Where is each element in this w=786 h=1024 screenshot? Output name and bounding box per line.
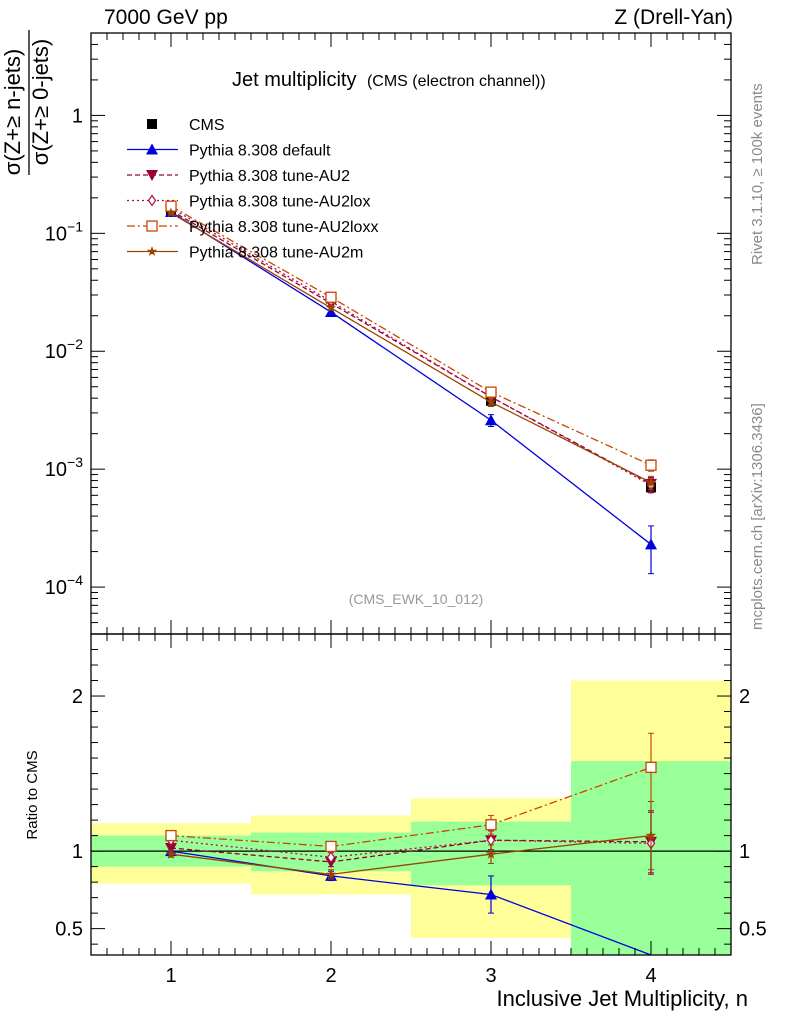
ratio-panel-series [91, 732, 731, 955]
data-point [165, 207, 177, 218]
chart-title: Jet multiplicity (CMS (electron channel)… [232, 69, 546, 91]
ratio-y-tick-label: 1 [739, 841, 750, 863]
ratio-data-point [645, 830, 657, 840]
data-point [325, 302, 337, 313]
legend-item-pythia-8-308-tune-au2loxx: Pythia 8.308 tune-AU2loxx [127, 219, 378, 236]
ratio-y-tick-label: 1 [72, 841, 83, 863]
data-point [485, 396, 497, 407]
y-tick-label: 1 [72, 105, 83, 127]
ratio-data-point [165, 843, 177, 854]
legend-label: CMS [189, 117, 225, 134]
ratio-data-point [485, 819, 497, 831]
series-line [170, 209, 652, 485]
data-point [485, 386, 497, 398]
legend-marker [146, 170, 158, 181]
y-tick-label-exponent: −2 [67, 336, 83, 352]
ratio-data-point [326, 851, 336, 864]
data-point [645, 538, 657, 550]
data-point [325, 306, 337, 318]
ratio-series-line [170, 834, 652, 876]
ratio-series-line [170, 850, 652, 955]
ratio-y-axis-label: Ratio to CMS [24, 750, 41, 839]
ratio-data-point [165, 829, 177, 842]
legend-label: Pythia 8.308 tune-AU2lox [189, 194, 370, 211]
ratio-data-point [485, 848, 497, 859]
x-ticks: 1 2 3 4 [90, 33, 732, 987]
ratio-series-line [170, 766, 652, 848]
ratio-series-line [170, 839, 652, 858]
x-tick-label: 2 [325, 965, 336, 987]
uncertainty-bands [91, 680, 731, 955]
y-tick-label-exponent: −3 [67, 454, 83, 470]
legend-marker [147, 194, 157, 207]
series-line [170, 212, 652, 484]
legend-label: Pythia 8.308 tune-AU2 [189, 168, 350, 185]
y-tick-label-base: 10 [45, 341, 67, 363]
data-point [485, 414, 497, 426]
y-tick-label-base: 10 [45, 577, 67, 599]
legend-item-pythia-8-308-default: Pythia 8.308 default [127, 143, 331, 160]
legend-item-pythia-8-308-tune-au2m: Pythia 8.308 tune-AU2m [127, 245, 363, 262]
legend-marker [146, 220, 158, 232]
legend-label: Pythia 8.308 tune-AU2loxx [189, 219, 378, 236]
analysis-watermark: (CMS_EWK_10_012) [349, 591, 484, 607]
ratio-series-pythia-8-308-tune-au2m [165, 800, 657, 880]
legend-label: Pythia 8.308 tune-AU2m [189, 245, 363, 262]
y-tick-label: 10−4 [45, 572, 83, 599]
x-tick-label: 1 [165, 965, 176, 987]
series-pythia-8-308-tune-au2loxx [165, 200, 657, 472]
ratio-y-tick-label: 2 [739, 686, 750, 708]
data-point [325, 291, 337, 303]
main-plot-frame [90, 32, 732, 635]
legend: CMS Pythia 8.308 default Pythia 8.308 tune… [127, 117, 378, 262]
ratio-y-tick-label: 2 [72, 686, 83, 708]
ratio-data-point [485, 888, 497, 900]
main-panel-series [165, 200, 657, 575]
data-point [645, 477, 657, 487]
y-tick-label-exponent: −4 [67, 572, 83, 588]
y-tick-label-base: 10 [45, 459, 67, 481]
y-tick-label: 10−2 [45, 336, 83, 363]
ratio-y-tick-label: 0.5 [739, 919, 767, 941]
ratio-data-point [325, 868, 337, 879]
legend-item-cms: CMS [147, 117, 225, 134]
ratio-series-line [170, 839, 652, 863]
y-axis-label-numerator: σ(Z+≥ n-jets) [0, 49, 25, 176]
x-axis-label: Inclusive Jet Multiplicity, n [497, 986, 748, 1011]
y-tick-label-base: 10 [45, 223, 67, 245]
y-tick-label-exponent: −1 [67, 218, 83, 234]
main-y-ticks: 110−110−210−310−4 [45, 32, 731, 635]
data-point [645, 459, 657, 471]
ratio-data-point [645, 761, 657, 774]
legend-item-pythia-8-308-tune-au2lox: Pythia 8.308 tune-AU2lox [127, 194, 370, 211]
series-pythia-8-308-tune-au2m [165, 207, 657, 491]
ratio-series-pythia-8-308-tune-au2loxx [165, 732, 657, 853]
y-axis-label-denominator: σ(Z+≥ 0-jets) [28, 39, 53, 166]
legend-label: Pythia 8.308 default [189, 143, 331, 160]
energy-label: 7000 GeV pp [104, 6, 228, 29]
ratio-data-point [165, 848, 177, 859]
legend-marker [147, 119, 157, 129]
ratio-y-tick-label: 0.5 [55, 919, 83, 941]
legend-item-pythia-8-308-tune-au2: Pythia 8.308 tune-AU2 [127, 168, 350, 185]
ratio-data-point [325, 840, 337, 853]
y-tick-label: 10−3 [45, 454, 83, 481]
series-line [170, 205, 652, 466]
ratio-y-ticks: 0.5 0.5 1 1 2 2 [55, 649, 767, 945]
series-line [170, 211, 652, 545]
x-tick-label: 3 [485, 965, 496, 987]
process-label: Z (Drell-Yan) [614, 6, 733, 29]
legend-marker [146, 246, 158, 256]
y-tick-label: 10−1 [45, 218, 83, 245]
x-tick-label: 4 [645, 965, 656, 987]
legend-marker [146, 143, 158, 155]
